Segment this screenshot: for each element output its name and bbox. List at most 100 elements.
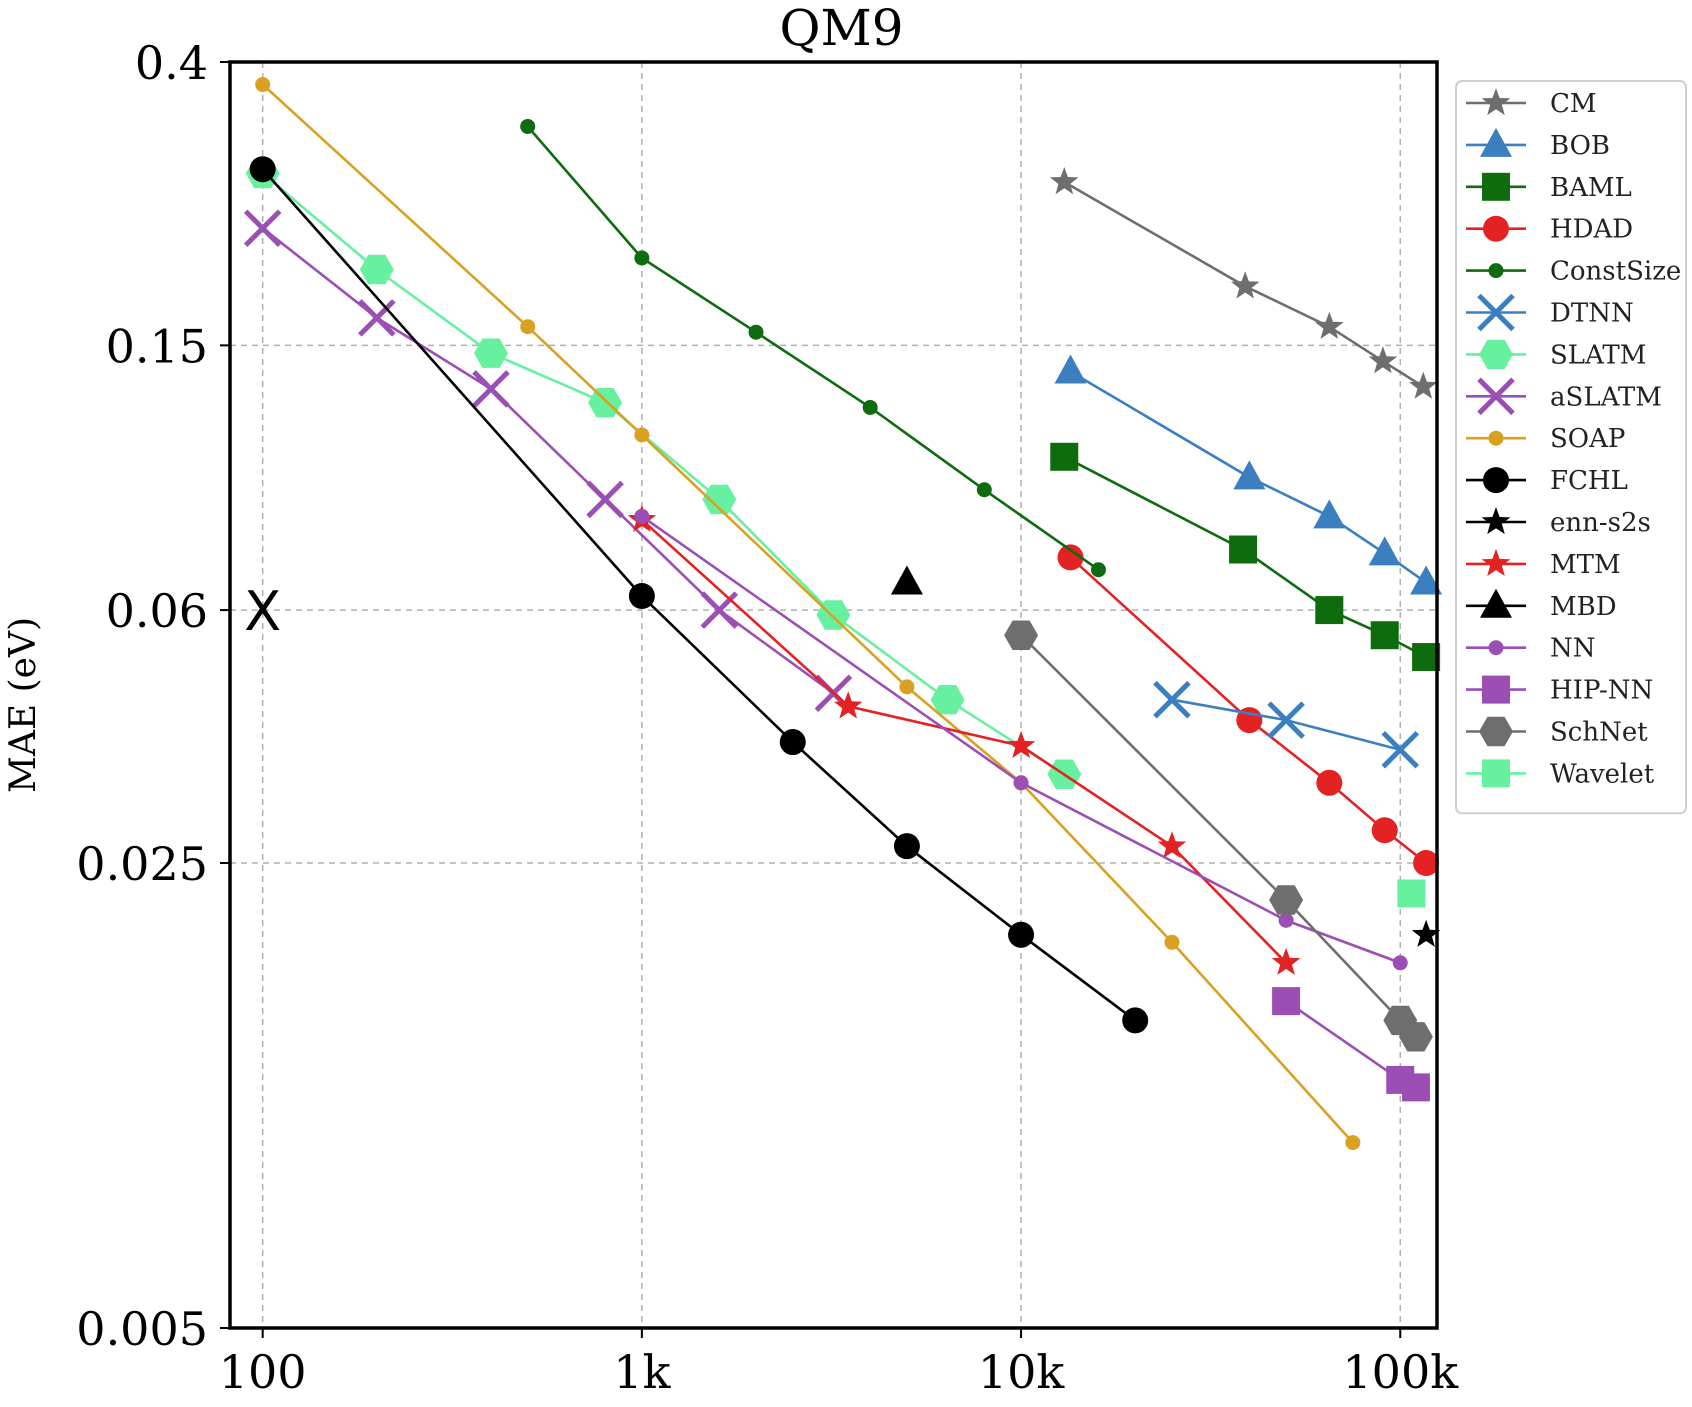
data-point-soap	[899, 679, 915, 695]
data-point-dtnn	[1267, 701, 1305, 739]
data-point-slatm	[588, 388, 623, 418]
series-nn	[634, 508, 1408, 971]
legend-item-wavelet: Wavelet	[1466, 759, 1655, 789]
data-point-fchl	[1122, 1007, 1149, 1034]
data-point-fchl	[628, 582, 655, 609]
legend-marker-schnet	[1479, 716, 1513, 747]
legend-item-hdad: HDAD	[1466, 215, 1633, 245]
series-line-soap	[261, 83, 1354, 1144]
legend-item-soap: SOAP	[1466, 424, 1625, 454]
series-mtm	[627, 504, 1301, 975]
chart-title: QM9	[780, 0, 904, 57]
data-point-cm	[1230, 271, 1260, 299]
data-point-fchl	[1008, 921, 1035, 948]
legend-marker-baml	[1482, 172, 1510, 201]
legend-marker-constsize	[1488, 263, 1504, 279]
data-point-mtm	[1157, 831, 1187, 859]
data-point-bob	[1410, 565, 1443, 595]
series-line-constsize	[526, 125, 1100, 571]
data-point-schnet	[1269, 885, 1304, 915]
x-tick-label: 100k	[1342, 1345, 1459, 1399]
series-hdad	[1057, 544, 1440, 877]
legend-label: SOAP	[1550, 424, 1625, 454]
legend-marker-wavelet	[1482, 759, 1510, 788]
legend-item-schnet: SchNet	[1466, 716, 1648, 748]
legend-item-mtm: MTM	[1466, 548, 1621, 580]
series-hip-nn	[1272, 987, 1430, 1102]
data-point-constsize	[1090, 562, 1106, 578]
legend-label: enn-s2s	[1550, 508, 1651, 538]
data-point-bob	[1368, 536, 1401, 566]
data-point-nn	[1278, 912, 1294, 928]
data-point-constsize	[862, 399, 878, 415]
data-point-slatm	[702, 484, 737, 515]
legend-item-dtnn: DTNN	[1466, 293, 1634, 332]
data-point-constsize	[634, 250, 650, 266]
legend-item-hip-nn: HIP-NN	[1466, 675, 1653, 706]
y-axis-label: MAE (eV)	[3, 617, 44, 793]
data-point-slatm	[359, 254, 394, 285]
data-point-aslatm	[472, 370, 510, 408]
data-point-hdad	[1057, 544, 1084, 571]
series-line-schnet	[1020, 634, 1417, 1038]
legend-marker-slatm	[1479, 339, 1513, 370]
data-point-soap	[634, 427, 650, 443]
data-point-mbd	[890, 565, 923, 595]
data-point-dtnn	[1381, 730, 1420, 769]
series-line-slatm	[261, 172, 1065, 776]
legend-label: aSLATM	[1550, 382, 1662, 412]
data-point-nn	[634, 508, 650, 524]
data-point-soap	[1345, 1135, 1361, 1151]
data-point-cm	[1368, 346, 1398, 374]
y-tick-label: 0.4	[135, 36, 208, 90]
data-point-hdad	[1316, 769, 1343, 796]
legend-label: FCHL	[1550, 466, 1628, 496]
data-point-bob	[1054, 354, 1087, 384]
legend-marker-bob	[1480, 127, 1512, 157]
data-point-aslatm	[243, 209, 282, 247]
series-cm	[1050, 167, 1438, 399]
series-schnet	[1004, 620, 1433, 1052]
series-bob	[1054, 354, 1443, 595]
data-point-nn	[1392, 955, 1408, 971]
series-wavelet	[1397, 879, 1426, 908]
data-point-fchl	[779, 729, 806, 756]
data-point-constsize	[520, 118, 536, 134]
data-point-soap	[255, 77, 271, 93]
data-point-cm	[1315, 311, 1344, 339]
series-soap	[255, 77, 1361, 1151]
series-line-fchl	[261, 168, 1136, 1022]
data-point-hdad	[1413, 850, 1440, 877]
legend-item-bob: BOB	[1466, 127, 1610, 161]
data-point-wavelet	[1397, 879, 1426, 908]
data-point-baml	[1315, 596, 1344, 625]
legend-marker-mtm	[1481, 548, 1511, 576]
data-point-baml	[1050, 442, 1079, 471]
legend-marker-soap	[1488, 430, 1504, 446]
data-point-constsize	[748, 324, 764, 340]
series-enn-s2s	[1411, 919, 1441, 947]
legend-label: MTM	[1550, 550, 1621, 580]
axes-frame	[228, 60, 1439, 1330]
data-point-enn-s2s	[1411, 919, 1441, 947]
data-point-soap	[520, 319, 536, 335]
series-line-nn	[641, 515, 1401, 965]
legend-marker-dtnn	[1477, 293, 1515, 332]
legend: CM BOB BAML HDAD ConstSize DTNN SLATM aSLATM SOA…	[1455, 80, 1687, 815]
legend-label: CM	[1550, 89, 1597, 119]
legend-item-enn-s2s: enn-s2s	[1466, 507, 1651, 538]
legend-label: Wavelet	[1550, 759, 1655, 789]
legend-label: HDAD	[1550, 215, 1633, 245]
legend-label: ConstSize	[1550, 257, 1681, 287]
legend-label: MBD	[1550, 592, 1617, 622]
series-line-aslatm	[261, 227, 835, 695]
data-point-fchl	[893, 833, 920, 860]
data-point-aslatm	[358, 299, 396, 337]
legend-marker-nn	[1488, 640, 1504, 656]
legend-marker-fchl	[1483, 467, 1509, 494]
data-point-hdad	[1371, 817, 1398, 844]
data-point-cm	[1409, 371, 1438, 399]
legend-marker-hip-nn	[1482, 675, 1510, 704]
data-point-fchl	[249, 156, 276, 183]
